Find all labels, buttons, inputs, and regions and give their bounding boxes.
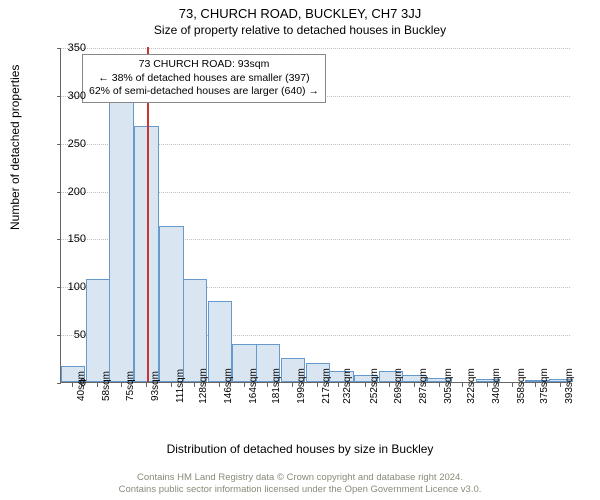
- y-tick-label: 0: [46, 377, 86, 389]
- chart-container: 73, CHURCH ROAD, BUCKLEY, CH7 3JJ Size o…: [0, 0, 600, 500]
- x-tick-label: 375sqm: [539, 368, 550, 404]
- x-tick-mark: [365, 383, 366, 387]
- chart-title: 73, CHURCH ROAD, BUCKLEY, CH7 3JJ: [0, 0, 600, 21]
- x-tick-mark: [267, 383, 268, 387]
- x-tick-label: 358sqm: [516, 368, 527, 404]
- histogram-bar: [183, 279, 207, 382]
- footer: Contains HM Land Registry data © Crown c…: [0, 472, 600, 496]
- x-tick-mark: [560, 383, 561, 387]
- x-axis-label: Distribution of detached houses by size …: [0, 442, 600, 456]
- annotation-line3: 62% of semi-detached houses are larger (…: [89, 85, 319, 99]
- y-axis-label: Number of detached properties: [8, 65, 22, 230]
- x-tick-mark: [292, 383, 293, 387]
- x-tick-label: 181sqm: [271, 368, 282, 404]
- x-tick-label: 164sqm: [248, 368, 259, 404]
- histogram-bar: [159, 226, 183, 382]
- x-tick-label: 128sqm: [198, 368, 209, 404]
- x-tick-label: 75sqm: [125, 371, 136, 401]
- x-tick-mark: [512, 383, 513, 387]
- x-tick-mark: [535, 383, 536, 387]
- annotation-line2: ← 38% of detached houses are smaller (39…: [89, 72, 319, 86]
- y-tick-label: 300: [46, 90, 86, 102]
- histogram-bar: [109, 81, 133, 383]
- x-tick-label: 111sqm: [175, 369, 186, 403]
- x-tick-mark: [317, 383, 318, 387]
- x-tick-mark: [338, 383, 339, 387]
- x-tick-mark: [244, 383, 245, 387]
- x-tick-label: 287sqm: [418, 368, 429, 404]
- y-tick-label: 150: [46, 233, 86, 245]
- x-tick-mark: [146, 383, 147, 387]
- x-tick-mark: [462, 383, 463, 387]
- x-tick-label: 217sqm: [321, 368, 332, 404]
- x-tick-label: 93sqm: [150, 371, 161, 401]
- y-tick-label: 50: [46, 329, 86, 341]
- x-tick-mark: [219, 383, 220, 387]
- annotation-box: 73 CHURCH ROAD: 93sqm ← 38% of detached …: [82, 54, 326, 103]
- x-tick-label: 232sqm: [342, 368, 353, 404]
- chart-subtitle: Size of property relative to detached ho…: [0, 21, 600, 37]
- footer-line1: Contains HM Land Registry data © Crown c…: [0, 472, 600, 484]
- x-tick-mark: [194, 383, 195, 387]
- x-tick-mark: [487, 383, 488, 387]
- y-tick-label: 200: [46, 186, 86, 198]
- x-tick-mark: [414, 383, 415, 387]
- x-tick-label: 269sqm: [393, 368, 404, 404]
- x-tick-mark: [121, 383, 122, 387]
- y-tick-label: 100: [46, 281, 86, 293]
- x-tick-mark: [171, 383, 172, 387]
- x-tick-label: 199sqm: [296, 368, 307, 404]
- x-tick-label: 252sqm: [369, 368, 380, 404]
- x-tick-label: 58sqm: [101, 371, 112, 401]
- x-tick-label: 305sqm: [443, 368, 454, 404]
- y-tick-label: 350: [46, 42, 86, 54]
- x-tick-mark: [97, 383, 98, 387]
- annotation-line1: 73 CHURCH ROAD: 93sqm: [89, 58, 319, 72]
- y-tick-label: 250: [46, 138, 86, 150]
- x-tick-mark: [439, 383, 440, 387]
- histogram-bar: [86, 279, 110, 382]
- x-tick-label: 393sqm: [564, 368, 575, 404]
- x-tick-label: 340sqm: [491, 368, 502, 404]
- footer-line2: Contains public sector information licen…: [0, 484, 600, 496]
- x-tick-label: 146sqm: [223, 368, 234, 404]
- x-tick-label: 322sqm: [466, 368, 477, 404]
- grid-line: [61, 48, 570, 49]
- x-tick-mark: [389, 383, 390, 387]
